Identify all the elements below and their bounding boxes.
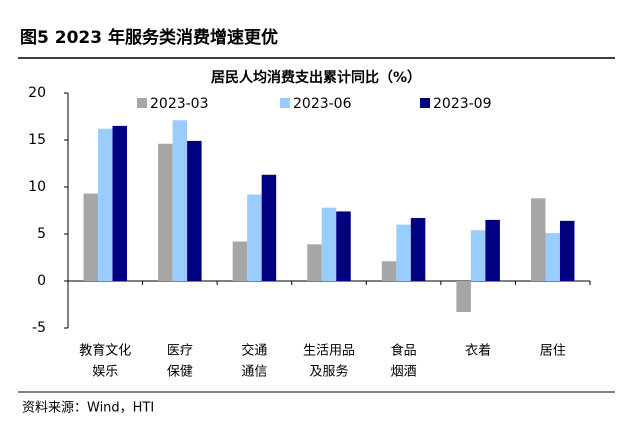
x-tick-label: 娱乐 (92, 365, 118, 380)
bar (336, 211, 351, 281)
bar (456, 281, 471, 313)
bar (187, 140, 202, 281)
legend-swatch (280, 98, 290, 108)
legend-label: 2023-09 (433, 96, 492, 112)
bar (232, 241, 248, 281)
y-tick-label: 10 (28, 179, 46, 195)
x-tick-label: 生活用品 (303, 344, 355, 359)
bar (559, 220, 575, 281)
x-tick-label: 保健 (167, 365, 193, 380)
y-tick-label: 20 (28, 85, 46, 101)
bar (98, 128, 113, 281)
bar (396, 224, 411, 281)
figure-title: 图5 2023 年服务类消费增速更优 (20, 27, 278, 48)
x-tick-label: 教育文化 (79, 343, 131, 359)
legend-swatch (137, 98, 147, 108)
legend-swatch (420, 98, 430, 108)
y-tick-label: 15 (28, 132, 46, 148)
x-tick-label: 交通 (241, 343, 267, 359)
x-tick-label: 食品 (391, 343, 417, 359)
bar (545, 233, 560, 281)
legend-label: 2023-03 (150, 96, 209, 112)
legend-label: 2023-06 (293, 96, 352, 112)
bar (410, 218, 426, 281)
bar (172, 120, 188, 281)
bar (83, 193, 99, 281)
bar (470, 230, 486, 281)
y-tick-label: 0 (37, 273, 46, 289)
x-tick-label: 医疗 (167, 344, 193, 359)
bar (112, 125, 128, 282)
bar (261, 174, 277, 281)
x-tick-label: 及服务 (309, 364, 348, 380)
bar (530, 198, 546, 281)
bar (247, 194, 262, 281)
bar (321, 207, 337, 281)
chart-title: 居民人均消费支出累计同比（%） (211, 69, 421, 86)
bar (485, 219, 500, 281)
bar (381, 261, 397, 281)
x-tick-label: 烟酒 (391, 365, 417, 380)
x-tick-label: 衣着 (465, 343, 491, 359)
x-tick-label: 通信 (241, 365, 267, 380)
source: 资料来源：Wind，HTI (22, 401, 154, 416)
x-tick-label: 居住 (540, 344, 566, 359)
y-tick-label: -5 (32, 320, 46, 336)
y-tick-label: 5 (37, 226, 46, 242)
bar (158, 143, 173, 281)
bar (307, 244, 322, 281)
